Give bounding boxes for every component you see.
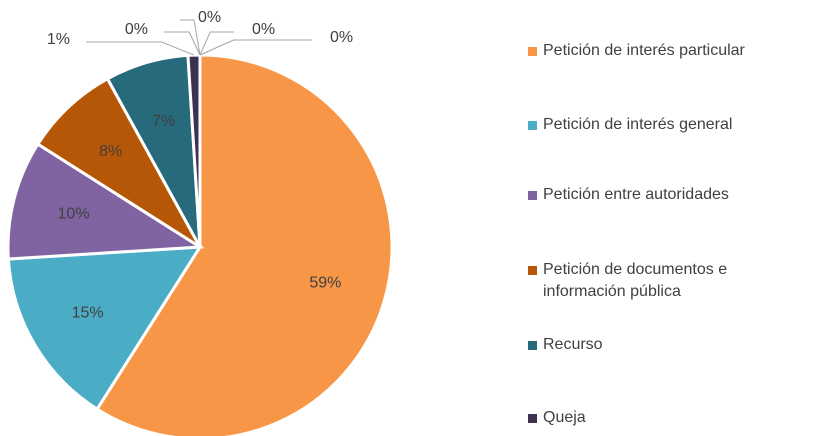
pie-slice bbox=[95, 53, 394, 436]
legend-swatch bbox=[528, 341, 537, 350]
data-label: 59% bbox=[309, 275, 341, 292]
data-label: 10% bbox=[58, 206, 90, 223]
data-label: 15% bbox=[72, 305, 104, 322]
legend-swatch bbox=[528, 47, 537, 56]
legend-swatch bbox=[528, 266, 537, 275]
legend-entry: Petición de interés particular bbox=[528, 40, 818, 62]
data-label: 0% bbox=[330, 29, 353, 46]
legend-entry: Petición de interés general bbox=[528, 114, 818, 136]
leader-line bbox=[164, 31, 201, 56]
pie-slice bbox=[6, 245, 203, 412]
leader-line bbox=[199, 39, 312, 56]
legend-entry: Petición de documentos e información púb… bbox=[528, 259, 818, 303]
pie-slice bbox=[35, 76, 202, 249]
legend-label: Petición de interés particular bbox=[543, 42, 745, 59]
leader-line bbox=[86, 41, 195, 56]
data-label: 8% bbox=[99, 143, 122, 160]
legend-label: Petición de documentos e información púb… bbox=[543, 261, 728, 300]
legend-label: Petición entre autoridades bbox=[543, 186, 729, 203]
legend-swatch bbox=[528, 191, 537, 200]
data-label: 1% bbox=[47, 31, 70, 48]
pie-slice bbox=[6, 142, 205, 261]
legend-swatch bbox=[528, 414, 537, 423]
legend-entry: Recurso bbox=[528, 334, 818, 356]
legend-entry: Petición entre autoridades bbox=[528, 184, 818, 206]
legend-entry: Queja bbox=[528, 407, 818, 429]
leader-line bbox=[180, 19, 201, 56]
legend-label: Recurso bbox=[543, 336, 603, 353]
leader-line bbox=[199, 31, 234, 56]
legend-swatch bbox=[528, 121, 537, 130]
data-label: 7% bbox=[152, 113, 175, 130]
legend-label: Queja bbox=[543, 409, 586, 426]
data-label: 0% bbox=[125, 21, 148, 38]
legend-label: Petición de interés general bbox=[543, 116, 733, 133]
data-label: 0% bbox=[198, 9, 221, 26]
data-label: 0% bbox=[252, 21, 275, 38]
